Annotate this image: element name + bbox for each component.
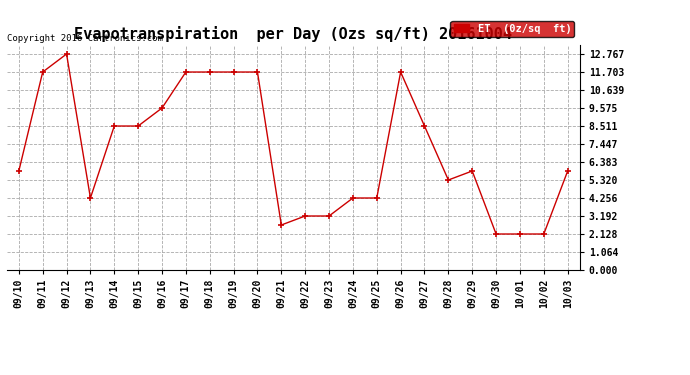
Text: Copyright 2016 Cartronics.com: Copyright 2016 Cartronics.com: [7, 34, 163, 43]
Legend: ET  (0z/sq  ft): ET (0z/sq ft): [451, 21, 574, 37]
Title: Evapotranspiration  per Day (Ozs sq/ft) 20161004: Evapotranspiration per Day (Ozs sq/ft) 2…: [75, 27, 512, 42]
